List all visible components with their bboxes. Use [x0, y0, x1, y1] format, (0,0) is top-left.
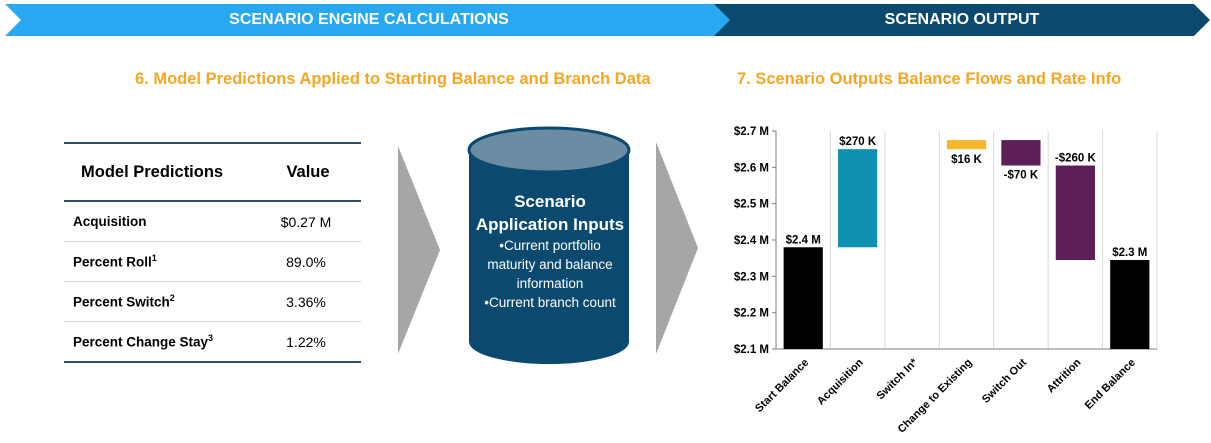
banner-left-label: SCENARIO ENGINE CALCULATIONS — [229, 11, 509, 28]
model-predictions-table: Model Predictions Value Acquisition $0.2… — [64, 142, 361, 363]
x-tick-label: Acquisition — [815, 356, 866, 407]
data-label: $2.3 M — [1112, 247, 1147, 259]
waterfall-bar — [1110, 259, 1150, 349]
flow-arrow-icon — [656, 142, 698, 354]
cylinder-bullet: •Current branch count — [484, 295, 616, 310]
row-value: 89.0% — [286, 253, 326, 270]
x-tick-label: Start Balance — [753, 357, 811, 415]
header-model-predictions: Model Predictions — [81, 162, 224, 181]
x-tick-label: Switch Out — [980, 356, 1029, 405]
table-row: Percent Roll1 89.0% — [64, 242, 361, 282]
table-row: Percent Switch2 3.36% — [64, 282, 361, 322]
x-tick-label: Switch In* — [875, 356, 921, 402]
y-tick-label: $2.4 M — [734, 235, 769, 247]
y-tick-label: $2.5 M — [734, 199, 769, 211]
row-label: Acquisition — [73, 214, 147, 229]
banner-right-shape — [714, 4, 1210, 36]
section-title-left: 6. Model Predictions Applied to Starting… — [135, 70, 651, 88]
data-label: -$260 K — [1055, 153, 1097, 165]
y-tick-label: $2.2 M — [734, 308, 769, 320]
waterfall-bar — [838, 149, 878, 248]
waterfall-bar — [1055, 165, 1095, 260]
cylinder-title: Scenario — [514, 192, 586, 211]
row-label: Percent Switch — [73, 294, 170, 310]
table-row: Percent Change Stay3 1.22% — [64, 322, 361, 363]
footnote-marker: 2 — [169, 293, 175, 304]
data-label: -$70 K — [1004, 170, 1039, 182]
waterfall-bar — [1001, 140, 1041, 166]
data-label: $16 K — [951, 154, 982, 166]
row-value: 3.36% — [286, 293, 326, 310]
y-tick-label: $2.1 M — [734, 344, 769, 356]
data-label: $2.4 M — [786, 234, 821, 246]
row-value: 1.22% — [286, 333, 326, 350]
table-header: Model Predictions Value — [64, 142, 361, 202]
waterfall-bar — [783, 247, 823, 349]
header-value: Value — [286, 162, 330, 181]
row-label: Percent Roll — [73, 254, 152, 270]
cylinder-title: Application Inputs — [475, 215, 625, 234]
footnote-marker: 3 — [208, 333, 214, 344]
banner-left-shape — [5, 4, 733, 36]
banner-right-label: SCENARIO OUTPUT — [884, 11, 1040, 28]
banner-right: SCENARIO OUTPUT — [714, 4, 1210, 36]
y-tick-label: $2.3 M — [734, 271, 769, 283]
y-tick-label: $2.6 M — [734, 162, 769, 174]
cylinder-bullet: maturity and balance — [487, 257, 613, 272]
banner-left: SCENARIO ENGINE CALCULATIONS — [5, 4, 733, 36]
section-title-right: 7. Scenario Outputs Balance Flows and Ra… — [737, 70, 1122, 88]
waterfall-chart: $2.1 M $2.2 M $2.3 M $2.4 M $2.5 M $2.6 M $2.7… — [734, 126, 1158, 436]
row-label: Percent Change Stay — [73, 334, 209, 350]
row-value: $0.27 M — [280, 213, 332, 230]
waterfall-bar — [946, 140, 987, 150]
y-tick-label: $2.7 M — [734, 126, 769, 138]
cylinder-bullet: •Current portfolio — [499, 238, 601, 253]
footnote-marker: 1 — [151, 253, 157, 264]
cylinder-bullet: information — [516, 276, 584, 291]
database-cylinder-icon — [467, 126, 631, 364]
x-tick-label: Attrition — [1045, 356, 1084, 395]
flow-arrow-icon — [398, 146, 440, 354]
table-row: Acquisition $0.27 M — [64, 202, 361, 242]
data-label: $270 K — [839, 136, 877, 148]
x-tick-label: End Balance — [1083, 357, 1138, 412]
cylinder-content: Scenario Application Inputs •Current por… — [470, 190, 630, 312]
